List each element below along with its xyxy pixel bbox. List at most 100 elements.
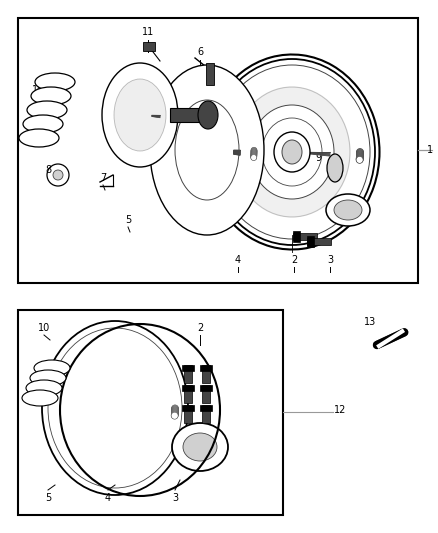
Bar bbox=[200, 385, 212, 391]
Bar bbox=[184, 405, 192, 423]
Text: 10: 10 bbox=[38, 323, 50, 333]
Bar bbox=[184, 385, 192, 403]
Circle shape bbox=[171, 412, 178, 419]
Text: 4: 4 bbox=[105, 493, 111, 503]
Circle shape bbox=[357, 150, 364, 157]
Circle shape bbox=[171, 409, 178, 416]
Bar bbox=[182, 365, 194, 371]
Circle shape bbox=[171, 410, 178, 417]
Bar bbox=[307, 238, 331, 245]
Ellipse shape bbox=[234, 87, 350, 217]
Text: 13: 13 bbox=[364, 317, 376, 327]
Text: 6: 6 bbox=[197, 47, 203, 57]
Circle shape bbox=[357, 149, 364, 156]
Ellipse shape bbox=[114, 79, 166, 151]
Circle shape bbox=[251, 154, 257, 159]
Bar bbox=[307, 236, 314, 247]
Bar bbox=[200, 365, 212, 371]
Circle shape bbox=[251, 152, 257, 158]
Ellipse shape bbox=[102, 63, 178, 167]
Circle shape bbox=[357, 151, 364, 158]
Bar bbox=[293, 231, 300, 242]
Circle shape bbox=[171, 410, 178, 417]
Text: 8: 8 bbox=[45, 165, 51, 175]
Bar bbox=[18, 18, 418, 283]
Text: 3: 3 bbox=[327, 255, 333, 265]
Ellipse shape bbox=[150, 65, 264, 235]
Bar bbox=[206, 63, 214, 85]
Ellipse shape bbox=[26, 380, 62, 396]
Circle shape bbox=[251, 155, 257, 160]
Ellipse shape bbox=[35, 73, 75, 91]
Circle shape bbox=[251, 154, 257, 160]
Ellipse shape bbox=[42, 321, 188, 495]
Text: 5: 5 bbox=[125, 215, 131, 225]
Circle shape bbox=[171, 411, 178, 418]
Bar bbox=[184, 365, 192, 383]
Bar bbox=[170, 108, 210, 122]
Circle shape bbox=[357, 153, 364, 160]
Text: 11: 11 bbox=[142, 27, 154, 37]
Bar bbox=[293, 233, 317, 240]
Bar bbox=[182, 385, 194, 391]
Ellipse shape bbox=[282, 140, 302, 164]
Circle shape bbox=[47, 164, 69, 186]
Ellipse shape bbox=[34, 360, 70, 376]
Ellipse shape bbox=[31, 87, 71, 105]
Bar bbox=[200, 405, 212, 411]
Text: 4: 4 bbox=[235, 255, 241, 265]
Circle shape bbox=[172, 405, 179, 412]
Circle shape bbox=[357, 149, 364, 156]
Text: 5: 5 bbox=[45, 493, 51, 503]
Ellipse shape bbox=[327, 154, 343, 182]
Circle shape bbox=[357, 154, 364, 160]
Ellipse shape bbox=[209, 59, 375, 245]
Circle shape bbox=[251, 151, 257, 157]
Circle shape bbox=[356, 156, 363, 163]
Ellipse shape bbox=[172, 423, 228, 471]
Circle shape bbox=[357, 152, 364, 160]
Ellipse shape bbox=[30, 370, 66, 386]
Circle shape bbox=[251, 147, 257, 154]
Circle shape bbox=[171, 409, 178, 416]
Ellipse shape bbox=[274, 132, 310, 172]
Circle shape bbox=[357, 152, 364, 159]
Text: 12: 12 bbox=[334, 405, 346, 415]
Circle shape bbox=[171, 407, 178, 414]
Circle shape bbox=[171, 411, 178, 418]
Circle shape bbox=[251, 152, 257, 158]
Ellipse shape bbox=[23, 115, 63, 133]
Circle shape bbox=[356, 156, 363, 163]
Circle shape bbox=[171, 407, 178, 414]
Circle shape bbox=[171, 408, 178, 415]
Circle shape bbox=[251, 153, 257, 159]
Ellipse shape bbox=[19, 129, 59, 147]
Circle shape bbox=[356, 156, 363, 163]
Circle shape bbox=[357, 149, 364, 156]
Circle shape bbox=[356, 155, 363, 162]
Text: 9: 9 bbox=[315, 153, 321, 163]
Ellipse shape bbox=[326, 194, 370, 226]
Circle shape bbox=[251, 151, 257, 157]
Text: 1: 1 bbox=[427, 145, 433, 155]
Circle shape bbox=[251, 149, 257, 155]
Circle shape bbox=[251, 150, 257, 156]
Ellipse shape bbox=[250, 105, 334, 199]
Text: 7: 7 bbox=[100, 173, 106, 183]
Text: 2: 2 bbox=[291, 255, 297, 265]
Text: 3: 3 bbox=[172, 493, 178, 503]
Text: 2: 2 bbox=[197, 323, 203, 333]
Bar bbox=[143, 42, 155, 51]
Ellipse shape bbox=[183, 433, 217, 461]
Ellipse shape bbox=[27, 101, 67, 119]
Circle shape bbox=[251, 148, 257, 154]
Text: 10: 10 bbox=[32, 85, 44, 95]
Bar bbox=[202, 405, 210, 423]
Bar bbox=[18, 310, 283, 515]
Circle shape bbox=[357, 151, 364, 158]
Circle shape bbox=[251, 150, 257, 156]
Circle shape bbox=[357, 154, 363, 161]
Ellipse shape bbox=[198, 101, 218, 129]
Ellipse shape bbox=[22, 390, 58, 406]
Bar bbox=[202, 365, 210, 383]
